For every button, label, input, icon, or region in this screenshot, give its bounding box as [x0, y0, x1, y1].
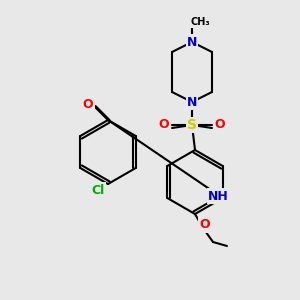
Text: N: N: [187, 35, 197, 49]
Text: Cl: Cl: [92, 184, 105, 196]
Text: O: O: [200, 218, 210, 232]
Text: NH: NH: [208, 190, 229, 202]
Text: O: O: [83, 98, 93, 110]
Text: CH₃: CH₃: [190, 17, 210, 27]
Text: S: S: [187, 118, 197, 132]
Text: O: O: [215, 118, 225, 131]
Text: N: N: [187, 95, 197, 109]
Text: O: O: [159, 118, 169, 131]
